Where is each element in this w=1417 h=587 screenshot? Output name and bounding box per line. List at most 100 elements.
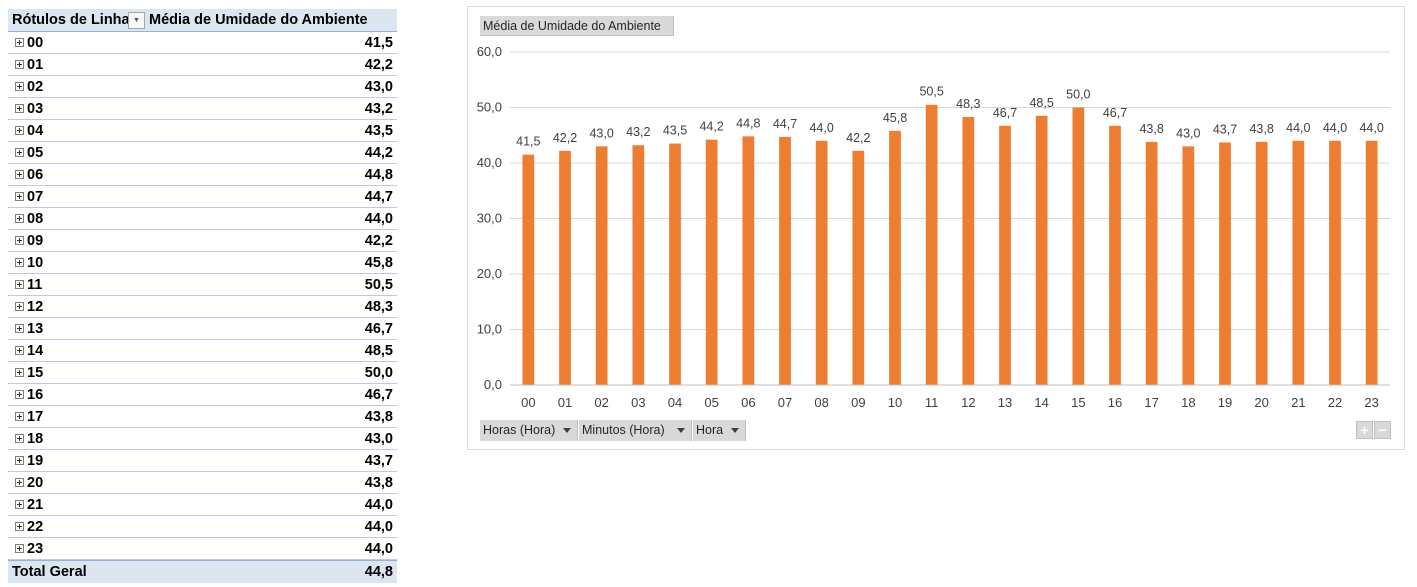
x-tick-label: 17: [1144, 395, 1158, 410]
row-labels-filter-dropdown[interactable]: ▼: [128, 11, 145, 29]
expand-plus-icon[interactable]: [15, 302, 24, 311]
y-tick-label: 40,0: [477, 155, 502, 170]
expand-plus-icon[interactable]: [15, 346, 24, 355]
bar[interactable]: [1219, 142, 1231, 385]
x-tick-label: 18: [1181, 395, 1195, 410]
expand-plus-icon[interactable]: [15, 280, 24, 289]
expand-plus-icon[interactable]: [15, 38, 24, 47]
expand-plus-icon[interactable]: [15, 522, 24, 531]
bar[interactable]: [559, 150, 571, 385]
expand-plus-icon[interactable]: [15, 324, 24, 333]
bar[interactable]: [925, 104, 938, 385]
expand-plus-icon[interactable]: [15, 60, 24, 69]
collapse-field-button[interactable]: −: [1374, 421, 1391, 439]
expand-plus-icon[interactable]: [15, 434, 24, 443]
table-row: 22 44,0: [8, 516, 397, 538]
bar[interactable]: [1329, 140, 1341, 385]
bar[interactable]: [632, 145, 645, 385]
expand-plus-icon[interactable]: [15, 214, 24, 223]
bar[interactable]: [1109, 125, 1121, 385]
bar[interactable]: [1145, 141, 1158, 385]
plus-icon: +: [1360, 422, 1369, 438]
expand-plus-icon[interactable]: [15, 104, 24, 113]
bar[interactable]: [779, 136, 791, 385]
expand-plus-icon[interactable]: [15, 368, 24, 377]
row-label: 07: [27, 188, 44, 205]
data-label: 43,8: [1249, 122, 1273, 136]
expand-plus-icon[interactable]: [15, 412, 24, 421]
bar[interactable]: [815, 140, 828, 385]
table-row: 20 43,8: [8, 472, 397, 494]
expand-plus-icon[interactable]: [15, 544, 24, 553]
bar[interactable]: [1182, 146, 1195, 385]
field-button-horas[interactable]: Horas (Hora): [480, 420, 578, 441]
chevron-down-icon: [563, 428, 571, 433]
pivot-chart[interactable]: 0,0 10,0 20,0 30,0 40,0 50,0 60,0 41,5 00 42,2 01 4…: [467, 6, 1405, 450]
field-button-hora[interactable]: Hora: [693, 420, 746, 441]
row-value: 43,7: [364, 452, 393, 469]
data-label: 46,7: [993, 106, 1017, 120]
expand-plus-icon[interactable]: [15, 390, 24, 399]
expand-plus-icon[interactable]: [15, 500, 24, 509]
row-label: 10: [27, 254, 44, 271]
bar[interactable]: [1072, 107, 1085, 386]
y-tick-label: 20,0: [477, 266, 502, 281]
bar[interactable]: [742, 136, 755, 385]
field-button-minutos[interactable]: Minutos (Hora): [579, 420, 692, 441]
bar[interactable]: [962, 116, 975, 385]
row-value: 43,2: [364, 100, 393, 117]
data-label: 50,0: [1066, 88, 1090, 102]
expand-plus-icon[interactable]: [15, 258, 24, 267]
chart-value-field-button[interactable]: Média de Umidade do Ambiente: [480, 16, 674, 36]
bar[interactable]: [595, 146, 608, 385]
expand-plus-icon[interactable]: [15, 478, 24, 487]
expand-plus-icon[interactable]: [15, 456, 24, 465]
bar[interactable]: [999, 125, 1011, 385]
y-tick-label: 0,0: [484, 377, 502, 392]
row-label: 16: [27, 386, 44, 403]
pivot-header: Rótulos de Linha ▼ Média de Umidade do A…: [8, 9, 397, 32]
expand-field-button[interactable]: +: [1356, 421, 1373, 439]
row-label: 08: [27, 210, 44, 227]
table-row: 18 43,0: [8, 428, 397, 450]
x-tick-label: 20: [1254, 395, 1268, 410]
row-value: 50,5: [364, 276, 393, 293]
expand-plus-icon[interactable]: [15, 192, 24, 201]
row-label: 09: [27, 232, 44, 249]
x-tick-label: 04: [668, 395, 682, 410]
chevron-down-icon: [677, 428, 685, 433]
table-row: 09 42,2: [8, 230, 397, 252]
data-label: 41,5: [516, 135, 540, 149]
x-tick-label: 13: [998, 395, 1012, 410]
bar[interactable]: [669, 143, 681, 385]
row-value: 50,0: [364, 364, 393, 381]
x-tick-label: 15: [1071, 395, 1085, 410]
expand-plus-icon[interactable]: [15, 126, 24, 135]
bar[interactable]: [1035, 115, 1048, 385]
bar[interactable]: [522, 154, 535, 385]
expand-plus-icon[interactable]: [15, 148, 24, 157]
expand-plus-icon[interactable]: [15, 82, 24, 91]
total-label: Total Geral: [12, 564, 87, 580]
x-tick-label: 16: [1108, 395, 1122, 410]
row-label: 06: [27, 166, 44, 183]
bar[interactable]: [889, 130, 901, 385]
bar[interactable]: [1255, 141, 1268, 385]
row-value: 43,8: [364, 474, 393, 491]
x-tick-label: 10: [888, 395, 902, 410]
bar[interactable]: [1365, 140, 1378, 385]
expand-plus-icon[interactable]: [15, 236, 24, 245]
row-value: 43,8: [364, 408, 393, 425]
expand-plus-icon[interactable]: [15, 170, 24, 179]
table-row: 04 43,5: [8, 120, 397, 142]
bar[interactable]: [1292, 140, 1305, 385]
table-row: 03 43,2: [8, 98, 397, 120]
bar[interactable]: [705, 139, 718, 385]
table-row: 00 41,5: [8, 32, 397, 54]
row-value: 44,0: [364, 496, 393, 513]
row-label: 20: [27, 474, 44, 491]
data-label: 43,5: [663, 124, 687, 138]
row-label: 05: [27, 144, 44, 161]
bar[interactable]: [852, 150, 865, 385]
x-tick-label: 09: [851, 395, 865, 410]
